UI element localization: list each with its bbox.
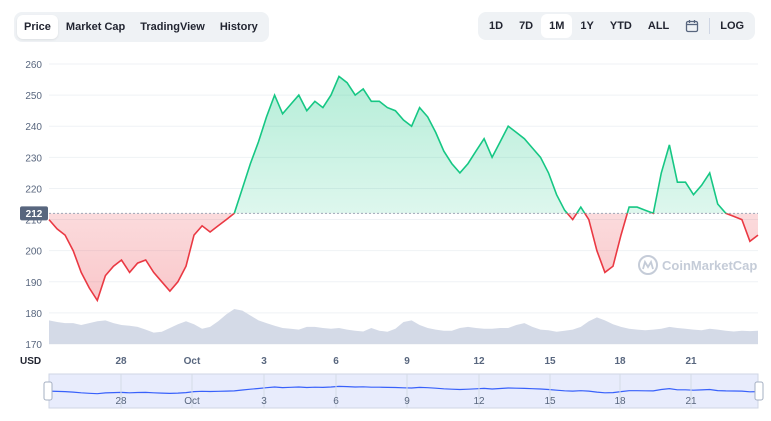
price-fills	[49, 76, 758, 301]
y-tick-label: 170	[25, 340, 42, 351]
range-all[interactable]: ALL	[647, 20, 670, 32]
price-line-up	[232, 75, 729, 214]
x-tick-label: 9	[404, 356, 410, 367]
x-tick-label: 12	[473, 356, 485, 367]
y-tick-label: 260	[25, 60, 42, 71]
calendar-icon	[686, 20, 699, 33]
navigator-tick-label: 18	[614, 396, 626, 407]
chart-type-tabs: Price Market Cap TradingView History	[14, 12, 269, 42]
x-tick-label: 3	[261, 356, 267, 367]
volume-shape	[49, 309, 758, 344]
navigator-tick-label: 3	[261, 396, 267, 407]
navigator-tick-label: 12	[473, 396, 485, 407]
watermark-text: CoinMarketCap	[662, 258, 757, 273]
range-ytd[interactable]: YTD	[609, 20, 632, 32]
y-tick-label: 240	[25, 122, 42, 133]
y-tick-label: 190	[25, 278, 42, 289]
x-tick-label: 28	[115, 356, 127, 367]
price-label-text: 212	[26, 209, 43, 220]
tab-market-cap[interactable]: Market Cap	[65, 21, 126, 33]
y-tick-label: 250	[25, 91, 42, 102]
range-1y[interactable]: 1Y	[580, 20, 594, 32]
x-tick-label: 6	[333, 356, 339, 367]
gain-area	[49, 76, 758, 214]
y-axis-labels: 260 250 240 230 220 210 200 190 180 170	[25, 60, 42, 351]
navigator-handle-left	[43, 381, 53, 401]
price-line-down	[48, 213, 759, 303]
navigator-tick-label: Oct	[184, 396, 200, 407]
y-tick-label: 210	[25, 216, 42, 227]
x-axis-labels: 28 Oct 3 6 9 12 15 18 21	[115, 356, 697, 367]
coinmarketcap-logo-icon	[638, 255, 658, 275]
coinmarketcap-watermark: CoinMarketCap	[638, 255, 757, 275]
range-1m[interactable]: 1M	[541, 14, 573, 38]
y-tick-label: 200	[25, 247, 42, 258]
x-tick-label: 21	[685, 356, 697, 367]
tab-price[interactable]: Price	[17, 15, 58, 39]
tab-history[interactable]: History	[219, 21, 258, 33]
y-tick-label: 220	[25, 184, 42, 195]
navigator-window	[48, 373, 759, 409]
price-lines	[48, 75, 759, 303]
coinmarketcap-logo-mark	[642, 259, 654, 270]
range-buttons: 1D 7D 1M 1Y YTD ALL	[481, 14, 677, 38]
log-scale-button[interactable]: LOG	[720, 20, 745, 32]
x-tick-label: 18	[614, 356, 626, 367]
range-1d[interactable]: 1D	[489, 20, 504, 32]
y-tick-label: 180	[25, 309, 42, 320]
navigator-tick-label: 6	[333, 396, 339, 407]
range-divider	[709, 18, 711, 34]
current-price-label: 212	[20, 206, 48, 221]
volume-area	[49, 309, 758, 344]
navigator-tick-label: 15	[544, 396, 556, 407]
grid-lines	[49, 63, 758, 345]
loss-area	[49, 213, 758, 301]
x-tick-label: 15	[544, 356, 556, 367]
x-tick-label: Oct	[184, 356, 201, 367]
calendar-button[interactable]	[677, 19, 707, 33]
navigator-tick-label: 21	[685, 396, 697, 407]
navigator-tick-label: 28	[115, 396, 127, 407]
range-navigator: 28 Oct 3 6 9 12 15 18 21	[43, 373, 764, 409]
navigator-line	[48, 385, 759, 395]
currency-label: USD	[20, 356, 41, 367]
navigator-handle-right	[754, 381, 764, 401]
navigator-tick-label: 9	[404, 396, 410, 407]
range-7d[interactable]: 7D	[519, 20, 534, 32]
price-label-box	[20, 206, 48, 221]
y-tick-label: 230	[25, 153, 42, 164]
time-range-selector: 1D 7D 1M 1Y YTD ALL LOG	[478, 12, 756, 40]
tab-tradingview[interactable]: TradingView	[140, 21, 205, 33]
